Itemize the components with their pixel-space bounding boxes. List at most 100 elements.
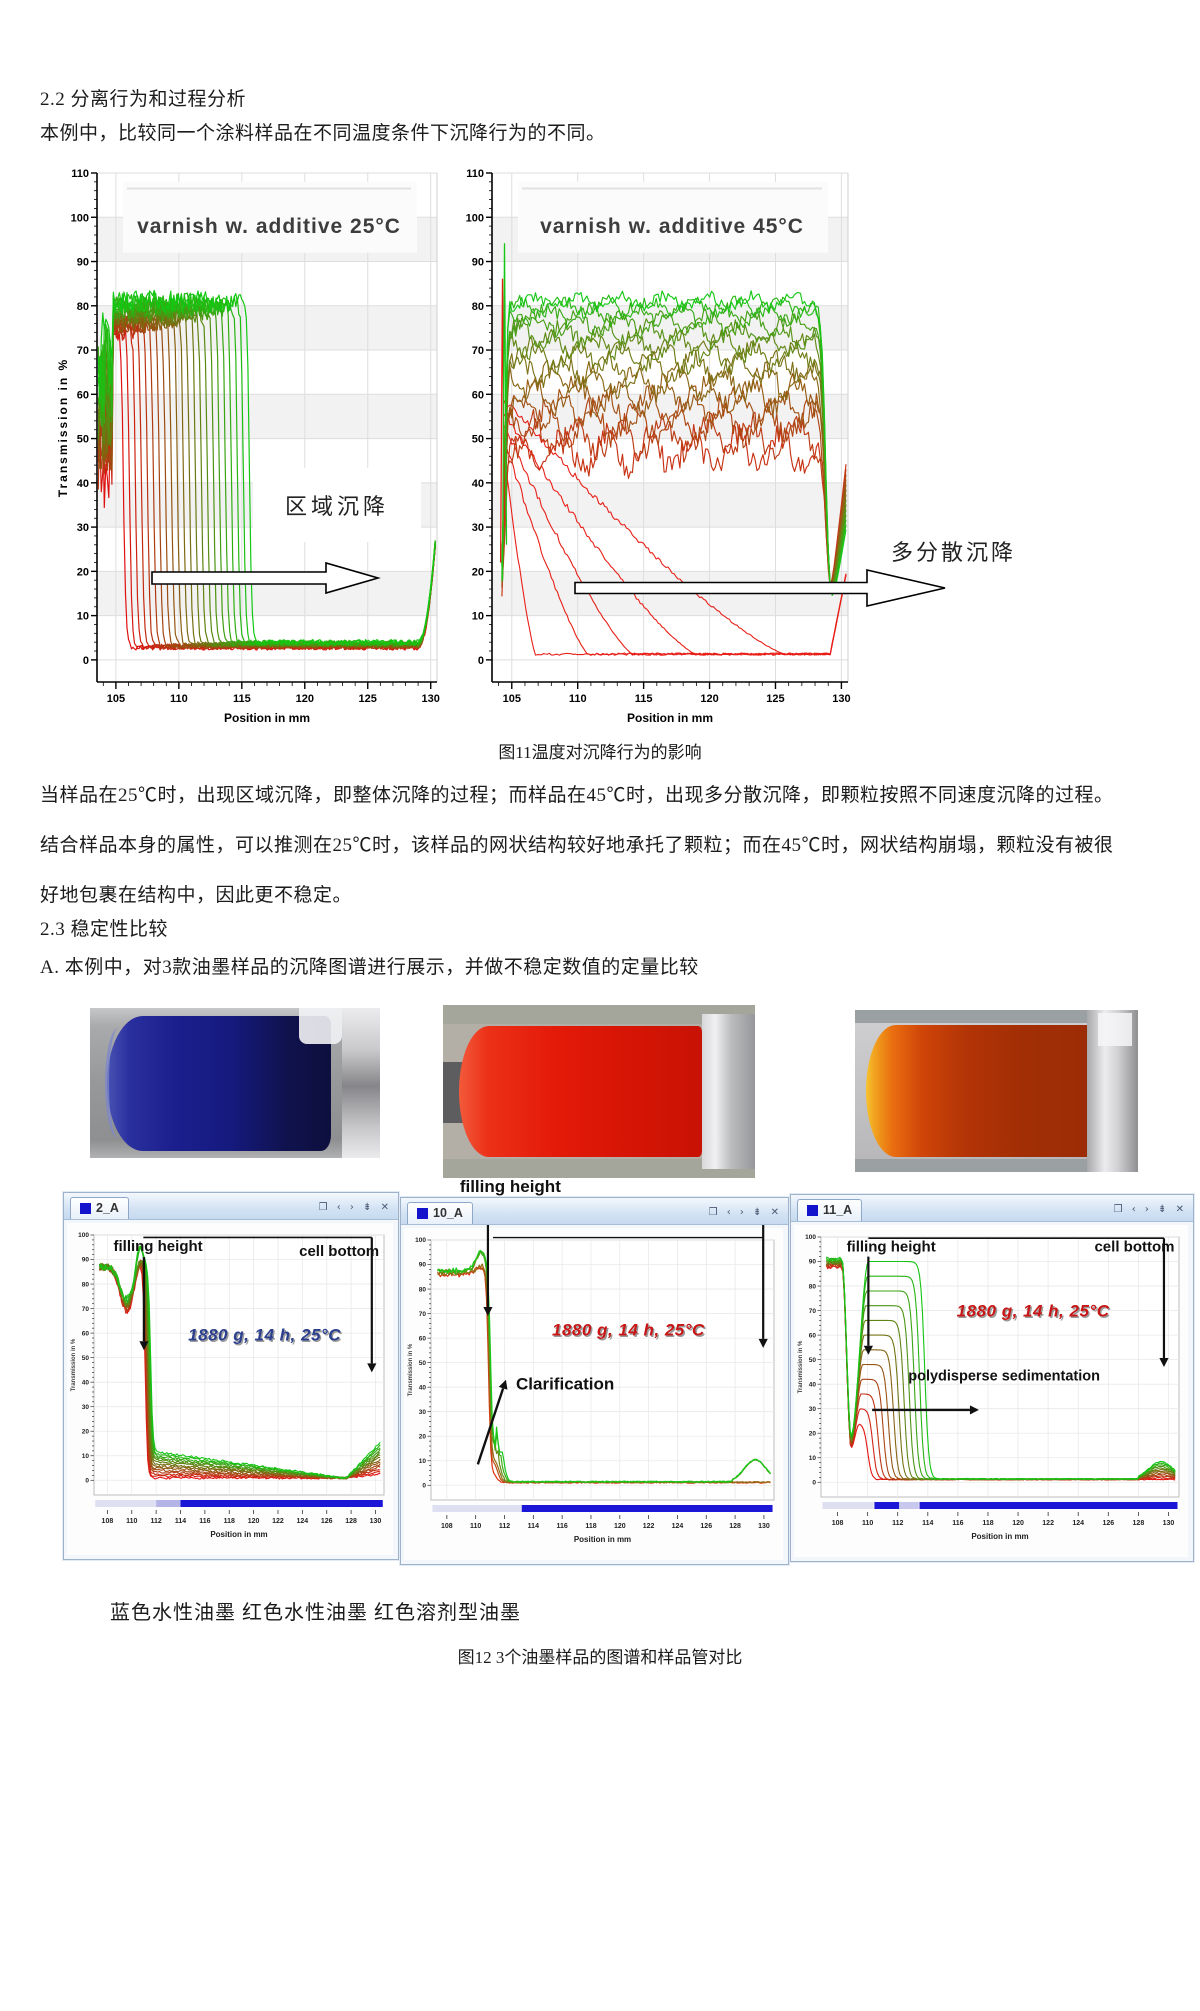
svg-text:1880 g, 14 h, 25°C: 1880 g, 14 h, 25°C — [958, 1303, 1111, 1322]
svg-text:cell bottom: cell bottom — [1094, 1239, 1174, 1256]
svg-text:20: 20 — [472, 566, 484, 578]
samples-caption: 蓝色水性油墨 红色水性油墨 红色溶剂型油墨 — [110, 1602, 521, 1624]
highlight-reflection — [1098, 1013, 1133, 1046]
svg-text:120: 120 — [700, 693, 718, 705]
window-controls-icons[interactable]: ❒ ‹ › ⇟ ✕ — [708, 1207, 782, 1218]
svg-text:118: 118 — [224, 1518, 235, 1525]
svg-text:110: 110 — [170, 693, 188, 705]
svg-text:50: 50 — [809, 1357, 817, 1364]
svg-text:126: 126 — [321, 1518, 333, 1525]
red-ink-liquid — [458, 1025, 702, 1158]
svg-text:110: 110 — [466, 168, 484, 180]
svg-text:90: 90 — [77, 257, 89, 269]
svg-text:126: 126 — [1102, 1520, 1114, 1527]
holder-strip — [443, 1005, 755, 1025]
svg-text:110: 110 — [71, 168, 89, 180]
svg-text:filling height: filling height — [460, 1177, 561, 1196]
svg-text:1880 g, 14 h, 25°C: 1880 g, 14 h, 25°C — [188, 1325, 341, 1344]
sepview-window-10a: 10_A ❒ ‹ › ⇟ ✕ 0 10 20 30 40 50 60 70 80 90 100 108… — [400, 1177, 789, 1565]
analysis-line-3: 好地包裹在结构中，因此更不稳定。 — [40, 885, 353, 906]
svg-text:122: 122 — [643, 1523, 655, 1530]
svg-text:80: 80 — [82, 1281, 90, 1288]
svg-text:128: 128 — [729, 1523, 741, 1530]
svg-text:90: 90 — [82, 1257, 90, 1264]
svg-text:varnish w. additive 45°C: varnish w. additive 45°C — [540, 215, 804, 238]
tab-2a[interactable]: 2_A — [70, 1197, 129, 1219]
svg-text:108: 108 — [102, 1518, 114, 1525]
svg-text:126: 126 — [700, 1523, 712, 1530]
svg-text:120: 120 — [296, 693, 314, 705]
tab-10a[interactable]: 10_A — [407, 1202, 473, 1224]
svg-text:120: 120 — [1012, 1520, 1024, 1527]
svg-text:Position in mm: Position in mm — [971, 1532, 1028, 1541]
svg-text:130: 130 — [370, 1518, 382, 1525]
cell-end-metal — [701, 1013, 755, 1170]
svg-text:Position in mm: Position in mm — [210, 1530, 267, 1539]
svg-text:125: 125 — [766, 693, 784, 705]
holder-strip — [443, 1158, 755, 1178]
svg-text:0: 0 — [85, 1477, 89, 1484]
cell-end-metal — [342, 1008, 380, 1158]
figure-12-caption: 图12 3个油墨样品的图谱和样品管对比 — [457, 1648, 743, 1667]
blue-ink-liquid — [107, 1015, 331, 1151]
svg-text:124: 124 — [297, 1518, 309, 1525]
svg-text:30: 30 — [809, 1406, 817, 1413]
svg-text:filling height: filling height — [113, 1238, 202, 1255]
svg-text:112: 112 — [892, 1520, 903, 1527]
svg-text:124: 124 — [672, 1523, 684, 1530]
svg-text:10: 10 — [77, 611, 89, 623]
svg-text:60: 60 — [82, 1330, 90, 1337]
svg-text:124: 124 — [1072, 1520, 1084, 1527]
chart-varnish-45c: 0 10 20 30 40 50 60 70 80 90 100 110 105 110 115 120 125… — [466, 168, 851, 725]
chart-ink-2a: 0 10 20 30 40 50 60 70 80 90 100 108 110 112 114 116 118… — [67, 1223, 393, 1555]
window-body: 0 10 20 30 40 50 60 70 80 90 100 108 110 112 114 116 118… — [791, 1222, 1193, 1560]
svg-text:70: 70 — [77, 345, 89, 357]
svg-text:114: 114 — [175, 1518, 186, 1525]
meniscus-arc — [104, 1027, 132, 1139]
svg-text:108: 108 — [441, 1523, 453, 1530]
window-body: 0 10 20 30 40 50 60 70 80 90 100 108 110 112 114 116 118… — [64, 1220, 398, 1558]
svg-text:118: 118 — [585, 1523, 596, 1530]
polydisperse-sedimentation-label: 多分散沉降 — [891, 540, 1017, 565]
sepview-window-2a: 2_A ❒ ‹ › ⇟ ✕ 0 10 20 30 40 50 60 70 80 90 100 108 1… — [63, 1192, 399, 1560]
svg-text:10: 10 — [419, 1458, 427, 1465]
svg-text:Transmission in %: Transmission in % — [71, 1338, 77, 1391]
svg-text:0: 0 — [478, 655, 484, 667]
svg-text:Position in mm: Position in mm — [627, 711, 713, 725]
svg-text:30: 30 — [472, 522, 484, 534]
svg-text:130: 130 — [832, 693, 850, 705]
svg-text:120: 120 — [248, 1518, 260, 1525]
svg-text:polydisperse sedimentation: polydisperse sedimentation — [908, 1368, 1100, 1384]
svg-text:80: 80 — [419, 1286, 427, 1293]
svg-text:115: 115 — [233, 693, 251, 705]
svg-text:40: 40 — [82, 1379, 90, 1386]
svg-text:90: 90 — [419, 1262, 427, 1269]
svg-text:114: 114 — [528, 1523, 539, 1530]
series-color-icon — [807, 1204, 818, 1216]
chart-ink-11a: 0 10 20 30 40 50 60 70 80 90 100 108 110 112 114 116 118… — [794, 1225, 1188, 1557]
svg-text:115: 115 — [635, 693, 653, 705]
orange-red-ink-liquid — [866, 1024, 1090, 1158]
figure-12: 2_A ❒ ‹ › ⇟ ✕ 0 10 20 30 40 50 60 70 80 90 100 108 1… — [0, 1000, 1200, 1700]
series-color-icon — [417, 1207, 428, 1219]
svg-text:110: 110 — [470, 1523, 481, 1530]
svg-text:105: 105 — [107, 693, 125, 705]
highlight-reflection — [298, 1008, 343, 1044]
svg-text:122: 122 — [1042, 1520, 1054, 1527]
svg-text:116: 116 — [556, 1523, 567, 1530]
svg-text:40: 40 — [77, 478, 89, 490]
svg-text:60: 60 — [419, 1335, 427, 1342]
sample-photo-red-ink — [443, 1005, 755, 1178]
svg-text:10: 10 — [82, 1453, 90, 1460]
svg-text:Position in mm: Position in mm — [574, 1535, 631, 1544]
window-controls-icons[interactable]: ❒ ‹ › ⇟ ✕ — [1113, 1204, 1187, 1215]
svg-text:10: 10 — [472, 611, 484, 623]
tab-11a[interactable]: 11_A — [797, 1199, 863, 1221]
series-color-icon — [80, 1202, 91, 1214]
tab-label: 2_A — [96, 1201, 119, 1215]
svg-text:116: 116 — [952, 1520, 963, 1527]
sample-photo-blue-ink — [90, 1008, 380, 1158]
window-controls-icons[interactable]: ❒ ‹ › ⇟ ✕ — [318, 1202, 392, 1213]
svg-text:40: 40 — [419, 1384, 427, 1391]
